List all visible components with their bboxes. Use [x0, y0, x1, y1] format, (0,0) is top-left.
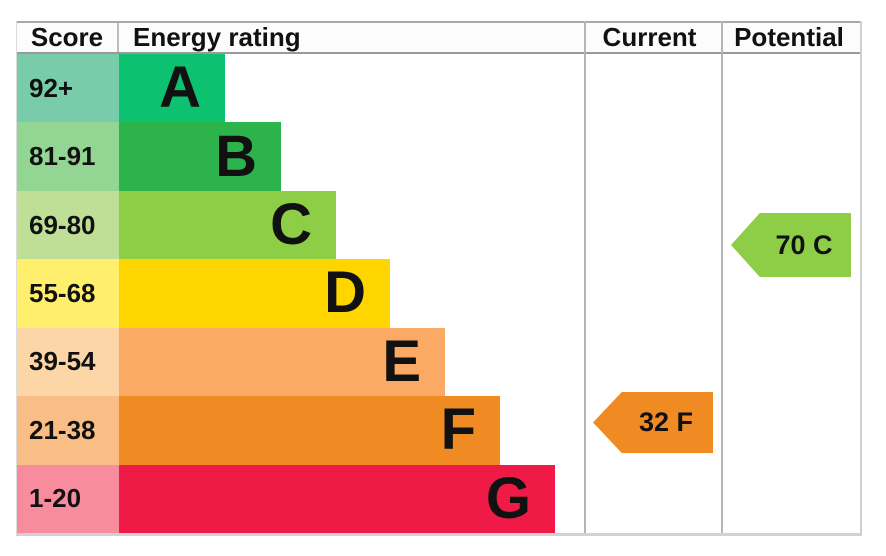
rating-bar-e: E [119, 327, 445, 397]
band-letter-a: A [159, 55, 201, 121]
rating-bar-c: C [119, 190, 336, 260]
score-cell-f: 21-38 [17, 396, 119, 465]
rating-bar-f: F [119, 396, 500, 465]
band-row-e: 39-54 E [17, 327, 860, 397]
score-cell-a: 92+ [17, 54, 119, 123]
bar-area-f: F [119, 396, 860, 465]
bar-area-e: E [119, 327, 860, 397]
band-letter-f: F [440, 397, 476, 463]
rating-bar-g: G [119, 464, 555, 533]
potential-rating-arrow: 70 C [731, 213, 851, 277]
rating-bar-d: D [119, 259, 390, 328]
potential-column-header: Potential [734, 22, 844, 52]
score-cell-c: 69-80 [17, 190, 119, 260]
table-header: Score Energy rating Current Potential [17, 21, 860, 54]
energy-rating-column-header: Energy rating [133, 22, 301, 52]
current-rating-arrow: 32 F [593, 392, 713, 453]
bar-area-c: C [119, 190, 860, 260]
band-letter-c: C [270, 192, 312, 258]
score-cell-g: 1-20 [17, 464, 119, 533]
band-row-f: 21-38 F [17, 396, 860, 465]
band-row-c: 69-80 C [17, 190, 860, 260]
epc-table: Score Energy rating Current Potential 92… [16, 21, 862, 536]
band-letter-g: G [485, 465, 531, 531]
band-row-d: 55-68 D [17, 259, 860, 328]
bar-area-a: A [119, 54, 860, 123]
band-row-b: 81-91 B [17, 122, 860, 191]
band-letter-b: B [215, 123, 257, 189]
chart-body: 92+ A 81-91 B 69-80 [17, 54, 860, 533]
rating-bar-b: B [119, 122, 281, 191]
score-cell-e: 39-54 [17, 327, 119, 397]
score-cell-d: 55-68 [17, 259, 119, 328]
score-cell-b: 81-91 [17, 122, 119, 191]
score-column-header: Score [17, 23, 119, 52]
band-letter-d: D [324, 260, 366, 326]
bar-area-b: B [119, 122, 860, 191]
band-row-a: 92+ A [17, 54, 860, 123]
current-column-divider [584, 21, 586, 533]
bar-area-g: G [119, 464, 860, 533]
band-row-g: 1-20 G [17, 464, 860, 533]
bar-area-d: D [119, 259, 860, 328]
band-letter-e: E [382, 328, 421, 394]
current-column-header: Current [602, 22, 697, 52]
potential-column-divider [721, 21, 723, 533]
rating-bar-a: A [119, 54, 225, 123]
